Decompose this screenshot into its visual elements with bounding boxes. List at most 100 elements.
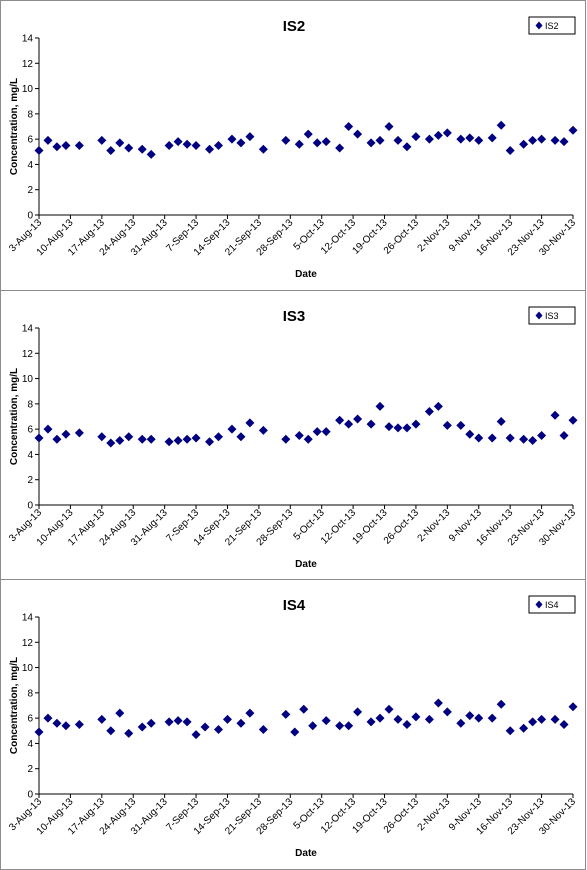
- y-tick-label: 10: [22, 374, 34, 385]
- x-tick-label: 26-Oct-13: [382, 507, 422, 547]
- data-point: [456, 420, 466, 430]
- data-point: [550, 410, 560, 420]
- data-point: [321, 427, 331, 437]
- y-axis-title: Concentration, mg/L: [9, 368, 20, 465]
- y-tick-label: 14: [22, 324, 34, 335]
- data-point: [281, 135, 291, 145]
- legend-marker: [535, 600, 543, 609]
- legend-marker: [535, 311, 543, 320]
- data-point: [411, 419, 421, 429]
- data-point: [411, 132, 421, 142]
- data-point: [294, 139, 304, 149]
- data-point: [61, 721, 71, 731]
- data-point: [375, 135, 385, 145]
- data-point: [258, 725, 268, 735]
- y-axis-title: Concentration, mg/L: [9, 78, 20, 175]
- data-point: [505, 433, 515, 443]
- data-point: [321, 716, 331, 726]
- data-point: [137, 434, 147, 444]
- legend: IS3: [528, 306, 576, 325]
- data-point: [550, 714, 560, 724]
- chart-title: IS2: [283, 18, 306, 35]
- chart-title: IS3: [283, 308, 306, 325]
- data-point: [487, 713, 497, 723]
- data-point: [456, 134, 466, 144]
- data-point: [424, 714, 434, 724]
- data-point: [393, 714, 403, 724]
- data-point: [61, 140, 71, 150]
- scatter-chart: IS2024681012143-Aug-1310-Aug-1317-Aug-13…: [7, 16, 578, 280]
- data-point: [34, 433, 44, 443]
- data-point: [528, 717, 538, 727]
- legend-box: [528, 306, 576, 325]
- x-tick-label: 2-Nov-13: [416, 217, 453, 254]
- y-tick-label: 12: [22, 349, 34, 360]
- data-point: [312, 138, 322, 148]
- data-point: [465, 133, 475, 143]
- data-point: [505, 146, 515, 156]
- data-point: [236, 432, 246, 442]
- data-point: [442, 707, 452, 717]
- data-point: [258, 144, 268, 154]
- data-point: [191, 730, 201, 740]
- data-point: [52, 434, 62, 444]
- data-point: [424, 134, 434, 144]
- data-point: [344, 721, 354, 731]
- data-point: [537, 430, 547, 440]
- data-point: [433, 401, 443, 411]
- data-point: [61, 429, 71, 439]
- data-point: [335, 415, 345, 425]
- data-point: [537, 714, 547, 724]
- chart-panel-is4: IS4 0 2 4 6 8 10 12 14 3-Aug-13 10-Aug-13 17-Aug-13…: [0, 579, 586, 870]
- data-point: [205, 144, 215, 154]
- y-tick-label: 0: [27, 790, 33, 801]
- data-point: [205, 437, 215, 447]
- legend-box: [528, 595, 576, 614]
- y-tick-label: 4: [27, 450, 33, 461]
- data-point: [402, 423, 412, 433]
- data-point: [402, 719, 412, 729]
- legend-label: IS2: [545, 21, 559, 31]
- data-point: [335, 721, 345, 731]
- data-point: [375, 401, 385, 411]
- data-point: [34, 146, 44, 156]
- y-tick-label: 12: [22, 59, 34, 70]
- data-point: [465, 429, 475, 439]
- data-point: [424, 406, 434, 416]
- data-point: [384, 422, 394, 432]
- data-point: [106, 726, 116, 736]
- data-point: [173, 716, 183, 726]
- chart-title: IS4: [283, 597, 306, 614]
- x-tick-label: 26-Oct-13: [382, 796, 422, 836]
- data-point: [384, 122, 394, 131]
- data-point: [456, 718, 466, 728]
- data-point: [308, 721, 318, 731]
- data-point: [115, 708, 125, 718]
- data-point: [115, 436, 125, 446]
- data-point: [164, 140, 174, 150]
- data-point: [173, 436, 183, 446]
- data-point: [366, 717, 376, 727]
- data-point: [393, 423, 403, 433]
- data-point: [433, 698, 443, 708]
- chart-panel-is2: IS2 0 2 4 6 8 10 12 14 3-Aug-13 10-Aug-13 17-Aug-13…: [0, 0, 586, 291]
- data-point: [550, 135, 560, 145]
- data-point: [290, 727, 300, 737]
- data-point: [465, 711, 475, 721]
- data-point: [384, 704, 394, 714]
- y-axis-title: Concentration, mg/L: [9, 657, 20, 754]
- data-point: [222, 714, 232, 724]
- data-point: [137, 722, 147, 732]
- data-point: [559, 719, 569, 729]
- data-point: [537, 134, 547, 144]
- data-point: [146, 149, 156, 159]
- data-point: [312, 427, 322, 437]
- data-point: [353, 707, 363, 717]
- data-point: [236, 138, 246, 148]
- scatter-chart: IS3024681012143-Aug-1310-Aug-1317-Aug-13…: [7, 306, 578, 570]
- data-point: [213, 725, 223, 735]
- x-axis-title: Date: [295, 559, 317, 570]
- data-point: [52, 142, 62, 152]
- data-point: [97, 714, 107, 724]
- data-point: [200, 722, 210, 732]
